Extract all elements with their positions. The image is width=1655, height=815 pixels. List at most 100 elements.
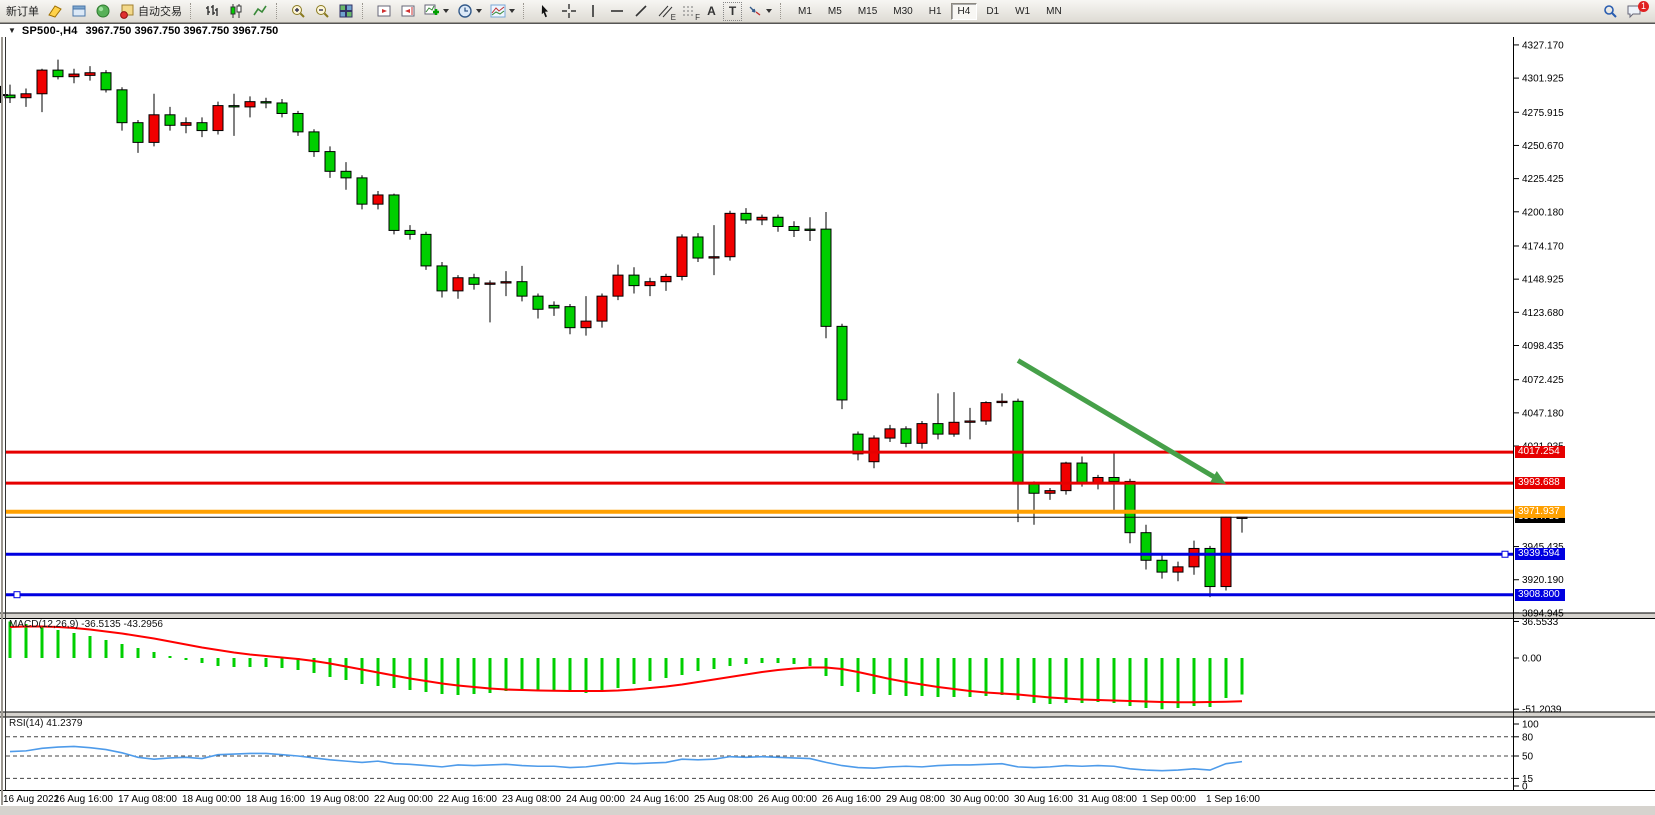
tile-windows-icon[interactable]	[335, 2, 357, 21]
zoom-out-icon[interactable]	[311, 2, 333, 21]
chart-shift-icon[interactable]	[397, 2, 419, 21]
channel-tool-icon[interactable]: E	[654, 2, 676, 22]
crosshair-tool-icon[interactable]	[558, 2, 580, 21]
new-chart-icon[interactable]	[421, 2, 452, 21]
search-icon[interactable]	[1599, 2, 1621, 21]
horizontal-line-tool-icon[interactable]	[606, 2, 628, 21]
svg-text:19 Aug 08:00: 19 Aug 08:00	[310, 794, 369, 805]
tf-m15-button[interactable]: M15	[857, 5, 878, 17]
svg-text:31 Aug 08:00: 31 Aug 08:00	[1078, 794, 1137, 805]
vertical-line-tool-icon[interactable]	[582, 2, 604, 21]
svg-text:30 Aug 16:00: 30 Aug 16:00	[1014, 794, 1073, 805]
trendline-tool-icon[interactable]	[630, 2, 652, 21]
svg-text:4123.680: 4123.680	[1522, 308, 1564, 319]
auto-scroll-icon[interactable]	[373, 2, 395, 21]
svg-text:22 Aug 16:00: 22 Aug 16:00	[438, 794, 497, 805]
arrows-dropdown-icon[interactable]	[766, 9, 772, 13]
period-clock-icon[interactable]	[454, 2, 485, 21]
chart-candles-icon[interactable]	[225, 2, 247, 21]
chat-icon[interactable]: 1	[1623, 0, 1649, 21]
trend-arrow[interactable]	[1016, 358, 1216, 480]
svg-text:4148.925: 4148.925	[1522, 275, 1564, 286]
svg-text:80: 80	[1522, 732, 1534, 743]
svg-text:1 Sep 16:00: 1 Sep 16:00	[1206, 794, 1260, 805]
rsi-label: RSI(14) 41.2379	[9, 718, 83, 729]
svg-text:4072.425: 4072.425	[1522, 375, 1564, 386]
svg-text:23 Aug 08:00: 23 Aug 08:00	[502, 794, 561, 805]
svg-text:0.00: 0.00	[1522, 654, 1542, 665]
autotrading-button[interactable]: 自动交易	[116, 2, 185, 21]
svg-text:24 Aug 00:00: 24 Aug 00:00	[566, 794, 625, 805]
period-dropdown-icon[interactable]	[476, 9, 482, 13]
macd-label: MACD(12,26,9) -36.5135 -43.2956	[9, 619, 163, 630]
svg-text:4301.925: 4301.925	[1522, 74, 1564, 85]
chart-ohlc-readout: 3967.750 3967.750 3967.750 3967.750	[85, 24, 279, 37]
toolbar-grip	[362, 3, 368, 19]
svg-text:16 Aug 2022: 16 Aug 2022	[3, 794, 60, 805]
tf-m1-button[interactable]: M1	[798, 5, 812, 17]
svg-text:1 Sep 00:00: 1 Sep 00:00	[1142, 794, 1196, 805]
navigator-icon[interactable]	[92, 2, 114, 21]
candles-layer	[4, 59, 1248, 598]
fibonacci-tool-icon[interactable]: F	[678, 2, 700, 22]
svg-text:4174.170: 4174.170	[1522, 241, 1564, 252]
svg-text:4225.425: 4225.425	[1522, 174, 1564, 185]
price-badge-3939.594: 3939.594	[1515, 548, 1565, 561]
toolbar-grip	[190, 3, 196, 19]
chart-bars-icon[interactable]	[201, 2, 223, 21]
tf-m30-button[interactable]: M30	[893, 5, 913, 17]
svg-text:15: 15	[1522, 774, 1534, 785]
data-window-icon[interactable]	[68, 2, 90, 21]
tf-h4-button[interactable]: H4	[950, 2, 978, 20]
text-tool-icon[interactable]: A	[702, 2, 721, 21]
trend-arrow-head[interactable]	[1210, 470, 1226, 485]
market-watch-icon[interactable]	[44, 2, 66, 21]
chart-line-icon[interactable]	[249, 2, 271, 21]
svg-text:18 Aug 00:00: 18 Aug 00:00	[182, 794, 241, 805]
hline-handle[interactable]	[13, 591, 21, 599]
svg-text:100: 100	[1522, 720, 1539, 731]
macd-layer	[8, 621, 1244, 710]
svg-text:16 Aug 16:00: 16 Aug 16:00	[54, 794, 113, 805]
cursor-tool-icon[interactable]	[534, 2, 556, 21]
rsi-line	[9, 745, 1243, 772]
svg-text:3920.190: 3920.190	[1522, 575, 1564, 586]
label-tool-letter: T	[728, 4, 737, 18]
new-chart-dropdown-icon[interactable]	[443, 9, 449, 13]
status-bar	[0, 805, 1655, 815]
svg-text:36.5533: 36.5533	[1522, 617, 1559, 628]
svg-text:4275.915: 4275.915	[1522, 108, 1564, 119]
svg-text:18 Aug 16:00: 18 Aug 16:00	[246, 794, 305, 805]
svg-text:24 Aug 16:00: 24 Aug 16:00	[630, 794, 689, 805]
svg-text:0: 0	[1522, 782, 1528, 793]
svg-text:4047.180: 4047.180	[1522, 408, 1564, 419]
indicators-dropdown-icon[interactable]	[509, 9, 515, 13]
new-order-button[interactable]: 新订单	[3, 2, 42, 21]
tf-d1-button[interactable]: D1	[986, 5, 1000, 17]
collapse-arrow-icon[interactable]: ▼	[8, 26, 16, 35]
arrows-tool-icon[interactable]	[744, 2, 775, 21]
svg-text:29 Aug 08:00: 29 Aug 08:00	[886, 794, 945, 805]
svg-text:-51.2039: -51.2039	[1522, 705, 1562, 716]
main-toolbar: 新订单 自动交易	[0, 0, 1655, 23]
toolbar-grip	[276, 3, 282, 19]
indicators-icon[interactable]	[487, 2, 518, 21]
svg-text:3894.945: 3894.945	[1522, 608, 1564, 619]
zoom-in-icon[interactable]	[287, 2, 309, 21]
price-badge-4017.254: 4017.254	[1515, 446, 1565, 459]
tf-h1-button[interactable]: H1	[928, 5, 942, 17]
channel-letter: E	[670, 12, 676, 22]
toolbar-grip	[780, 3, 786, 19]
tf-w1-button[interactable]: W1	[1015, 5, 1031, 17]
tf-mn-button[interactable]: MN	[1046, 5, 1062, 17]
svg-text:4098.435: 4098.435	[1522, 341, 1564, 352]
hline-handle[interactable]	[1501, 550, 1509, 558]
label-tool-icon[interactable]: T	[723, 1, 742, 21]
svg-text:4200.180: 4200.180	[1522, 207, 1564, 218]
tf-m5-button[interactable]: M5	[827, 5, 842, 17]
toolbar-grip	[523, 3, 529, 19]
svg-text:17 Aug 08:00: 17 Aug 08:00	[118, 794, 177, 805]
price-badge-3971.937: 3971.937	[1515, 505, 1565, 518]
